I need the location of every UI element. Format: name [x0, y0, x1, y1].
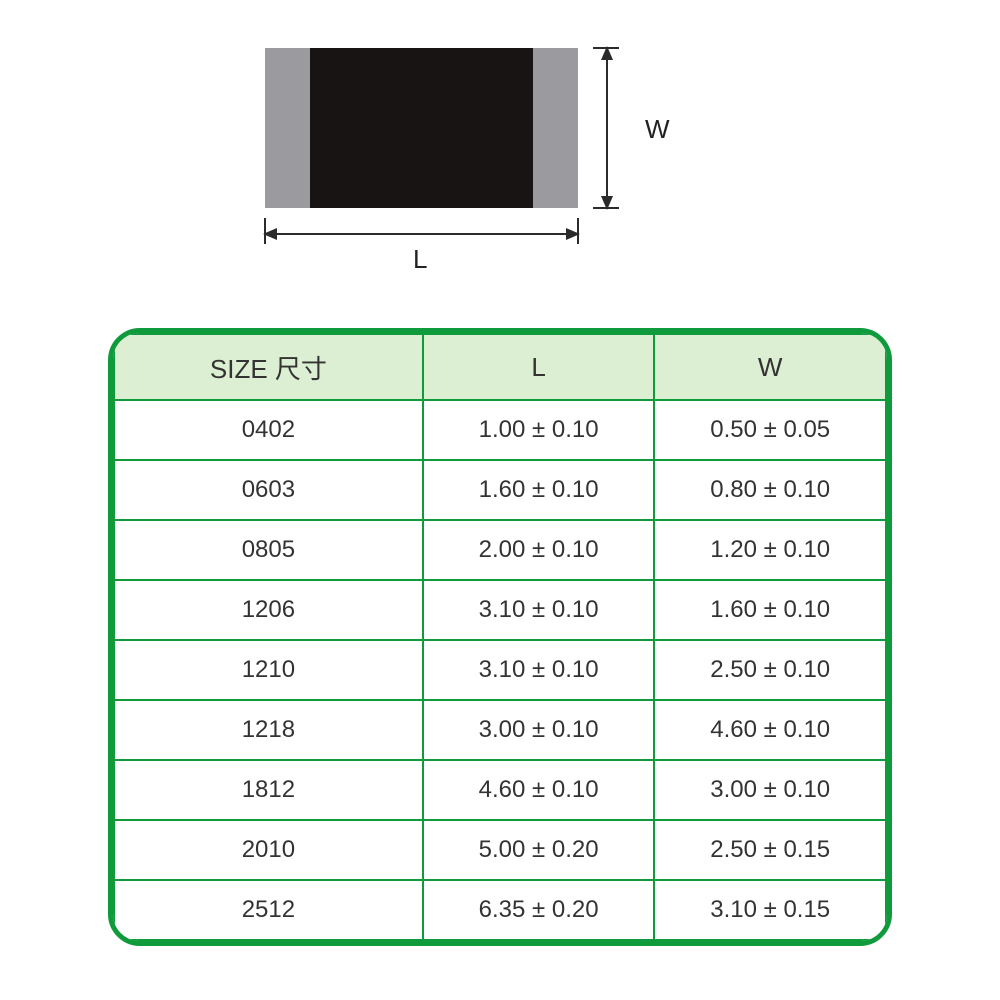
dimension-w-label: W — [645, 114, 670, 145]
table-row: 1218 3.00 ± 0.10 4.60 ± 0.10 — [114, 700, 886, 760]
cell-l: 3.00 ± 0.10 — [423, 700, 655, 760]
cell-size: 1218 — [114, 700, 423, 760]
table-row: 0402 1.00 ± 0.10 0.50 ± 0.05 — [114, 400, 886, 460]
col-header-l: L — [423, 334, 655, 400]
col-header-w: W — [654, 334, 886, 400]
component-terminal-right — [533, 48, 578, 208]
cell-w: 4.60 ± 0.10 — [654, 700, 886, 760]
smd-component — [265, 48, 578, 208]
cell-w: 0.80 ± 0.10 — [654, 460, 886, 520]
cell-w: 3.00 ± 0.10 — [654, 760, 886, 820]
cell-size: 1210 — [114, 640, 423, 700]
cell-w: 3.10 ± 0.15 — [654, 880, 886, 940]
dimension-l-label: L — [413, 244, 427, 275]
table-body: 0402 1.00 ± 0.10 0.50 ± 0.05 0603 1.60 ±… — [114, 400, 886, 940]
cell-l: 1.00 ± 0.10 — [423, 400, 655, 460]
cell-l: 6.35 ± 0.20 — [423, 880, 655, 940]
cell-size: 1206 — [114, 580, 423, 640]
cell-l: 4.60 ± 0.10 — [423, 760, 655, 820]
table-row: 2010 5.00 ± 0.20 2.50 ± 0.15 — [114, 820, 886, 880]
cell-size: 2010 — [114, 820, 423, 880]
component-diagram: W L — [265, 48, 665, 308]
component-body — [310, 48, 533, 208]
dimension-table: SIZE 尺寸 L W 0402 1.00 ± 0.10 0.50 ± 0.05… — [113, 333, 887, 941]
table-header: SIZE 尺寸 L W — [114, 334, 886, 400]
cell-w: 1.20 ± 0.10 — [654, 520, 886, 580]
dimension-w-arrow — [593, 42, 633, 216]
cell-w: 2.50 ± 0.15 — [654, 820, 886, 880]
cell-l: 5.00 ± 0.20 — [423, 820, 655, 880]
dimension-table-container: SIZE 尺寸 L W 0402 1.00 ± 0.10 0.50 ± 0.05… — [108, 328, 892, 946]
cell-size: 0805 — [114, 520, 423, 580]
cell-size: 0603 — [114, 460, 423, 520]
cell-size: 0402 — [114, 400, 423, 460]
component-terminal-left — [265, 48, 310, 208]
col-header-size: SIZE 尺寸 — [114, 334, 423, 400]
table-row: 1210 3.10 ± 0.10 2.50 ± 0.10 — [114, 640, 886, 700]
cell-l: 3.10 ± 0.10 — [423, 580, 655, 640]
cell-l: 3.10 ± 0.10 — [423, 640, 655, 700]
cell-l: 1.60 ± 0.10 — [423, 460, 655, 520]
table-row: 0603 1.60 ± 0.10 0.80 ± 0.10 — [114, 460, 886, 520]
cell-l: 2.00 ± 0.10 — [423, 520, 655, 580]
table-row: 2512 6.35 ± 0.20 3.10 ± 0.15 — [114, 880, 886, 940]
cell-size: 2512 — [114, 880, 423, 940]
table-row: 1206 3.10 ± 0.10 1.60 ± 0.10 — [114, 580, 886, 640]
table-row: 1812 4.60 ± 0.10 3.00 ± 0.10 — [114, 760, 886, 820]
cell-w: 2.50 ± 0.10 — [654, 640, 886, 700]
canvas: W L SIZE 尺寸 L W 040 — [0, 0, 1000, 1000]
cell-size: 1812 — [114, 760, 423, 820]
table-row: 0805 2.00 ± 0.10 1.20 ± 0.10 — [114, 520, 886, 580]
cell-w: 0.50 ± 0.05 — [654, 400, 886, 460]
cell-w: 1.60 ± 0.10 — [654, 580, 886, 640]
